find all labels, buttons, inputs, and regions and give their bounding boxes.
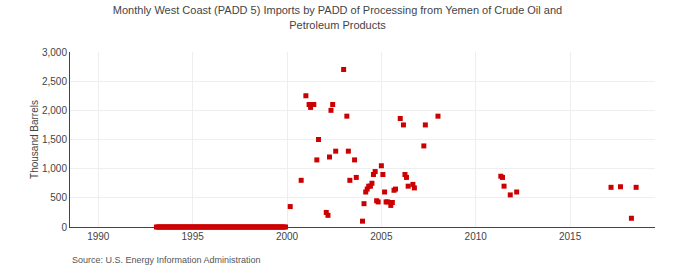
svg-text:Source: U.S. Energy Informatio: Source: U.S. Energy Information Administ… — [72, 255, 261, 265]
svg-text:2000: 2000 — [276, 231, 299, 242]
svg-text:3,000: 3,000 — [42, 47, 67, 58]
svg-text:2010: 2010 — [465, 231, 488, 242]
svg-text:2015: 2015 — [559, 231, 582, 242]
svg-text:0: 0 — [61, 222, 67, 233]
svg-text:Monthly West Coast (PADD 5) Im: Monthly West Coast (PADD 5) Imports by P… — [113, 4, 562, 30]
svg-text:1995: 1995 — [182, 231, 205, 242]
svg-text:1990: 1990 — [87, 231, 110, 242]
svg-text:1,000: 1,000 — [42, 163, 67, 174]
svg-text:500: 500 — [50, 192, 67, 203]
svg-text:2,500: 2,500 — [42, 76, 67, 87]
svg-text:2005: 2005 — [370, 231, 393, 242]
svg-text:1,500: 1,500 — [42, 134, 67, 145]
svg-text:2,000: 2,000 — [42, 105, 67, 116]
svg-text:Thousand Barrels: Thousand Barrels — [29, 100, 40, 179]
